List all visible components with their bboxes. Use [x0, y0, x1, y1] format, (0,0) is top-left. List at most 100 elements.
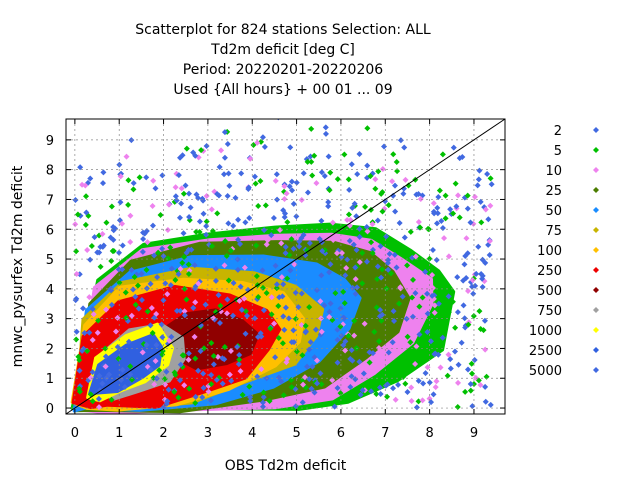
y-tick-label: 0	[46, 402, 54, 417]
scatter-point	[217, 302, 224, 309]
scatter-point	[359, 250, 366, 257]
scatter-point	[279, 293, 286, 300]
scatter-point	[299, 399, 306, 406]
scatter-point	[280, 207, 287, 214]
scatter-point	[344, 216, 351, 223]
scatter-point	[455, 361, 462, 368]
scatter-point	[280, 392, 287, 399]
scatter-point	[99, 243, 106, 250]
scatter-point	[235, 216, 242, 223]
scatter-point	[281, 183, 288, 190]
scatter-point	[147, 322, 154, 329]
scatter-point	[308, 385, 315, 392]
scatter-point	[149, 330, 156, 337]
scatter-point	[164, 227, 171, 234]
scatter-point	[208, 340, 215, 347]
scatter-point	[364, 162, 371, 169]
scatter-point	[246, 214, 253, 221]
scatter-point	[352, 290, 359, 297]
scatter-point	[271, 320, 278, 327]
scatter-point	[341, 151, 348, 158]
scatter-point	[327, 261, 334, 268]
scatter-point	[412, 253, 419, 260]
scatter-point	[334, 250, 341, 257]
scatter-point	[259, 284, 266, 291]
scatter-point	[379, 266, 386, 273]
scatter-point	[296, 238, 303, 245]
scatter-point	[313, 287, 320, 294]
scatter-point	[317, 315, 324, 322]
scatter-point	[192, 152, 199, 159]
scatter-point	[282, 244, 289, 251]
scatter-point	[149, 202, 156, 209]
scatter-point	[467, 219, 474, 226]
legend-label: 75	[545, 224, 562, 239]
scatter-point	[469, 370, 476, 377]
scatter-point	[390, 308, 397, 315]
scatter-point	[122, 289, 129, 296]
scatter-point	[151, 252, 158, 259]
scatter-point	[325, 203, 332, 210]
scatter-point	[281, 196, 288, 203]
scatter-point	[203, 142, 210, 149]
scatter-point	[455, 379, 462, 386]
scatter-point	[254, 373, 261, 380]
scatter-point	[385, 266, 392, 273]
scatter-point	[236, 297, 243, 304]
scatter-point	[288, 227, 295, 234]
scatter-point	[304, 363, 311, 370]
scatter-point	[445, 253, 452, 260]
scatter-point	[99, 231, 106, 238]
scatter-point	[389, 178, 396, 185]
legend-marker	[593, 167, 599, 173]
legend-marker	[593, 327, 599, 333]
legend-marker	[593, 227, 599, 233]
scatter-point	[258, 333, 265, 340]
scatter-point	[399, 293, 406, 300]
scatter-point	[87, 374, 94, 381]
legend-label: 2	[554, 124, 562, 139]
scatter-point	[454, 309, 461, 316]
scatter-point	[275, 302, 282, 309]
scatter-point	[181, 312, 188, 319]
scatter-point	[483, 373, 490, 380]
legend-marker	[593, 287, 599, 293]
scatter-point	[164, 291, 171, 298]
scatter-point	[281, 214, 288, 221]
scatter-point	[112, 328, 119, 335]
scatter-point	[247, 394, 254, 401]
scatter-point	[235, 361, 242, 368]
scatter-point	[485, 216, 492, 223]
scatter-point	[253, 273, 260, 280]
scatter-point	[132, 293, 139, 300]
scatter-point	[467, 387, 474, 394]
scatter-point	[308, 125, 315, 132]
scatter-point	[280, 313, 287, 320]
scatter-point	[151, 381, 158, 388]
scatter-point	[221, 262, 228, 269]
scatter-point	[224, 296, 231, 303]
scatter-point	[292, 315, 299, 322]
scatter-point	[190, 304, 197, 311]
scatter-point	[250, 141, 257, 148]
scatter-point	[259, 399, 266, 406]
scatter-point	[408, 384, 415, 391]
scatter-point	[236, 356, 243, 363]
scatter-point	[73, 248, 80, 255]
scatter-point	[185, 271, 192, 278]
scatter-point	[91, 234, 98, 241]
scatter-point	[321, 172, 328, 179]
scatter-point	[77, 164, 84, 171]
scatter-point	[469, 277, 476, 284]
scatter-point	[76, 356, 83, 363]
scatter-point	[345, 211, 352, 218]
scatter-point	[288, 384, 295, 391]
scatter-point	[222, 238, 229, 245]
scatter-point	[479, 256, 486, 263]
scatter-point	[131, 274, 138, 281]
scatter-point	[396, 300, 403, 307]
scatter-point	[424, 329, 431, 336]
scatter-point	[90, 311, 97, 318]
scatter-point	[183, 145, 190, 152]
scatter-point	[72, 196, 79, 203]
